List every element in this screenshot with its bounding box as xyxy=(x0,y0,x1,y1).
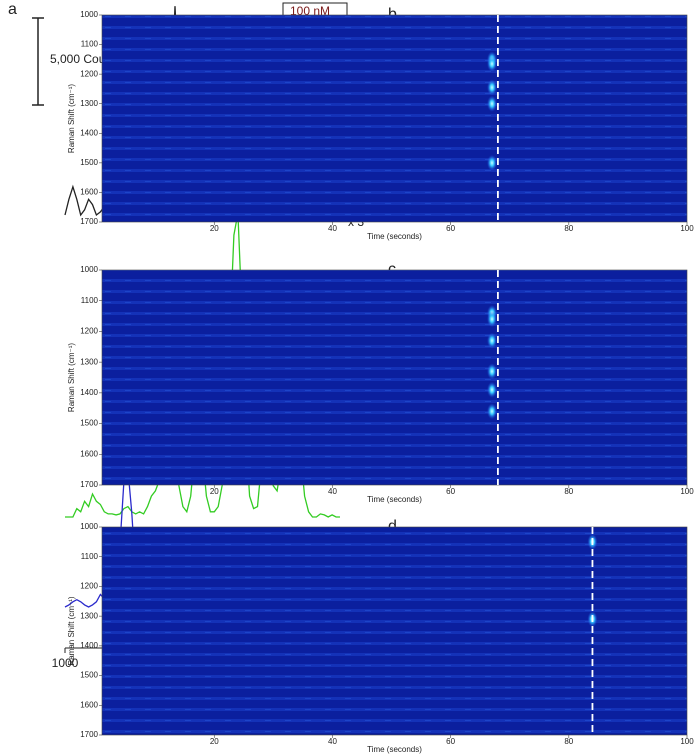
x-tick-label: 80 xyxy=(564,224,573,233)
legend-entry: 100 nM xyxy=(290,4,330,18)
y-tick-label: 1700 xyxy=(80,217,98,226)
hotspot xyxy=(487,95,497,112)
x-tick-label: 100 xyxy=(680,224,694,233)
x-tick-label: 60 xyxy=(446,737,455,746)
x-tick-label: 60 xyxy=(446,224,455,233)
x-tick-label: 100 xyxy=(680,737,694,746)
x-tick-label: 80 xyxy=(564,487,573,496)
y-tick-label: 1600 xyxy=(80,188,98,197)
y-tick-label: 1400 xyxy=(80,128,98,137)
x-tick-label: 20 xyxy=(210,224,219,233)
panel-label: a xyxy=(8,1,17,18)
y-tick-label: 1000 xyxy=(80,522,98,531)
x-tick-label: 100 xyxy=(680,487,694,496)
hotspot xyxy=(487,154,497,171)
y-tick-label: 1000 xyxy=(80,10,98,19)
y-tick-label: 1200 xyxy=(80,69,98,78)
hotspot xyxy=(487,381,497,398)
y-tick-label: 1000 xyxy=(80,265,98,274)
hotspot xyxy=(487,79,497,96)
heatmap-area xyxy=(101,526,688,736)
y-tick-label: 1100 xyxy=(81,40,99,49)
hotspot xyxy=(487,55,497,72)
y-tick-label: 1500 xyxy=(80,419,98,428)
x-tick-label: 60 xyxy=(446,487,455,496)
hotspot xyxy=(487,403,497,420)
y-tick-label: 1700 xyxy=(80,730,98,739)
x-tick-label: 20 xyxy=(210,487,219,496)
y-tick-label: 1500 xyxy=(80,671,98,680)
x-axis-label: Time (seconds) xyxy=(367,232,422,241)
hotspot xyxy=(487,332,497,349)
y-axis-label: Raman Shift (cm⁻¹) xyxy=(67,343,76,412)
heatmap-area xyxy=(101,269,688,486)
heatmap-area xyxy=(101,14,688,223)
y-tick-label: 1300 xyxy=(80,611,98,620)
x-axis-label: Time (seconds) xyxy=(367,745,422,754)
y-tick-label: 1500 xyxy=(80,158,98,167)
hotspot xyxy=(487,363,497,380)
y-tick-label: 1100 xyxy=(81,552,99,561)
x-tick-label: 1000 xyxy=(52,656,79,670)
y-axis-label: Raman Shift (cm⁻¹) xyxy=(67,84,76,153)
y-tick-label: 1400 xyxy=(80,388,98,397)
x-tick-label: 40 xyxy=(328,224,337,233)
y-tick-label: 1400 xyxy=(80,641,98,650)
x-axis-label: Time (seconds) xyxy=(367,495,422,504)
y-axis-label: Raman Shift (cm⁻¹) xyxy=(67,596,76,665)
x-tick-label: 80 xyxy=(564,737,573,746)
x-tick-label: 20 xyxy=(210,737,219,746)
y-tick-label: 1200 xyxy=(80,327,98,336)
y-tick-label: 1600 xyxy=(80,700,98,709)
y-tick-label: 1700 xyxy=(80,480,98,489)
y-tick-label: 1300 xyxy=(80,99,98,108)
hotspot xyxy=(487,311,497,328)
y-tick-label: 1100 xyxy=(81,296,99,305)
x-tick-label: 40 xyxy=(328,737,337,746)
y-tick-label: 1600 xyxy=(80,449,98,458)
y-tick-label: 1300 xyxy=(80,357,98,366)
y-tick-label: 1200 xyxy=(80,582,98,591)
x-tick-label: 40 xyxy=(328,487,337,496)
